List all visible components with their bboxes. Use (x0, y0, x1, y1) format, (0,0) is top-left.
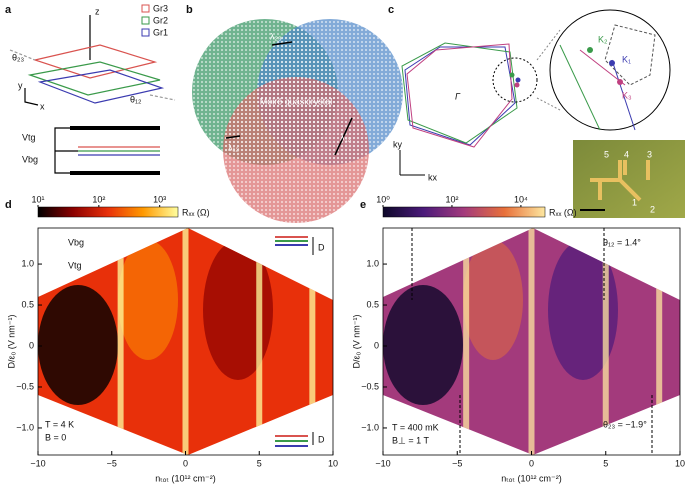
axis-label: kx (428, 172, 438, 182)
gate-label: Vtg (22, 132, 36, 142)
colorbar-tick-label: 10⁰ (376, 194, 390, 204)
x-tick-label: 10 (328, 458, 338, 468)
colorbar-tick-label: 10² (92, 194, 105, 204)
x-tick-label: 0 (183, 458, 188, 468)
colorbar-tick-label: 10³ (153, 194, 166, 204)
x-tick-label: 5 (603, 458, 608, 468)
center-label: Moiré quasicrystal (260, 96, 333, 106)
y-axis-label: D/ε₀ (V nm⁻¹) (351, 315, 361, 369)
contact-label: 1 (632, 197, 637, 207)
axis-label: z (95, 6, 100, 16)
heatmap-region (203, 240, 273, 380)
colorbar-label: Rₓₓ (Ω) (549, 207, 577, 217)
annotation: T = 4 K (45, 419, 74, 429)
colorbar (37, 206, 179, 218)
heatmap-region (118, 240, 178, 360)
legend-swatch (141, 4, 150, 13)
x-axis-label: nₜₒₜ (10¹² cm⁻²) (501, 473, 561, 483)
x-tick-label: −10 (375, 458, 390, 468)
length-label: λ₁₂ (228, 142, 240, 152)
annotation: D (318, 242, 325, 252)
legend-label: Gr1 (153, 27, 168, 37)
annotation: B = 0 (45, 432, 66, 442)
heatmap-ridge (528, 228, 535, 455)
annotation: Vbg (68, 237, 84, 247)
y-tick-label: 1.0 (366, 258, 379, 268)
brillouin-zones (399, 9, 671, 176)
contact-label: 2 (650, 204, 655, 214)
x-tick-label: −10 (30, 458, 45, 468)
heatmap-ridge (463, 228, 470, 455)
length-label: λ₂₃ (270, 31, 282, 41)
annotation: B⊥ = 1 T (392, 435, 429, 445)
y-tick-label: 0 (374, 340, 379, 350)
annotation: Vtg (68, 260, 82, 270)
y-tick-label: 0.5 (21, 299, 34, 309)
heatmap-ridge (117, 228, 124, 455)
panel-label: a (5, 4, 12, 16)
gamma-label: Γ (455, 91, 461, 101)
axis-label: x (40, 101, 45, 111)
gate-label: Vbg (22, 154, 38, 164)
contact-label: 5 (604, 149, 609, 159)
k-label: K₂ (598, 34, 608, 44)
panel-label: e (360, 199, 366, 211)
contact-label: 4 (624, 149, 629, 159)
heatmap-region (38, 285, 118, 405)
x-tick-label: 5 (257, 458, 262, 468)
heatmap-region (548, 240, 618, 380)
heatmap-region (383, 285, 463, 405)
panel-label: c (388, 4, 394, 16)
y-tick-label: −0.5 (16, 381, 34, 391)
y-tick-label: −0.5 (361, 381, 379, 391)
legend-swatch (141, 16, 150, 25)
angle-label: θ₂₃ (12, 52, 24, 62)
axis-label: ky (393, 139, 403, 149)
colorbar-label: Rₓₓ (Ω) (182, 207, 210, 217)
x-tick-label: 0 (529, 458, 534, 468)
legend: Gr3 Gr2 Gr1 (141, 3, 168, 37)
annotation: T = 400 mK (392, 422, 439, 432)
heatmap-region (463, 240, 523, 360)
panel-label: d (5, 199, 12, 211)
y-tick-label: 0 (29, 340, 34, 350)
annotation: D (318, 434, 325, 444)
legend-label: Gr3 (153, 3, 168, 13)
colorbar-tick-label: 10⁴ (514, 194, 528, 204)
k-label: K₃ (622, 90, 632, 100)
contact-label: 3 (647, 149, 652, 159)
colorbar-tick-label: 10² (445, 194, 458, 204)
angle-label: θ₁₂ (130, 94, 142, 104)
x-tick-label: −5 (452, 458, 462, 468)
x-axis-label: nₜₒₜ (10¹² cm⁻²) (155, 473, 215, 483)
y-axis-label: D/ε₀ (V nm⁻¹) (6, 315, 16, 369)
moire-circles: Moiré quasicrystal λ₂₃ λ₁₂ λ₁₃ (192, 19, 403, 223)
y-tick-label: 0.5 (366, 299, 379, 309)
annotation: θ₁₂ = 1.4° (603, 237, 641, 247)
heatmap-ridge (182, 228, 189, 455)
heatmap-ridge (602, 228, 609, 455)
device-photo: 5 4 3 1 2 (573, 140, 685, 218)
x-tick-label: −5 (107, 458, 117, 468)
annotation: θ₂₃ = −1.9° (603, 419, 647, 429)
colorbar (382, 206, 546, 218)
heatmap (38, 228, 333, 455)
axis-label: y (18, 80, 23, 90)
panel-label: b (186, 4, 193, 16)
colorbar-tick-label: 10¹ (31, 194, 44, 204)
k-label: K₁ (622, 54, 631, 64)
y-tick-label: −1.0 (361, 422, 379, 432)
y-tick-label: −1.0 (16, 422, 34, 432)
layer-sketch: z θ₂₃ θ₁₂ y x Vtg Vbg (9, 6, 176, 175)
legend-swatch (141, 28, 150, 37)
heatmap-ridge (256, 228, 263, 455)
heatmap-ridge (656, 228, 663, 455)
x-tick-label: 10 (675, 458, 685, 468)
legend-label: Gr2 (153, 15, 168, 25)
y-tick-label: 1.0 (21, 258, 34, 268)
length-label: λ₁₃ (340, 132, 352, 142)
heatmap-ridge (309, 228, 316, 455)
